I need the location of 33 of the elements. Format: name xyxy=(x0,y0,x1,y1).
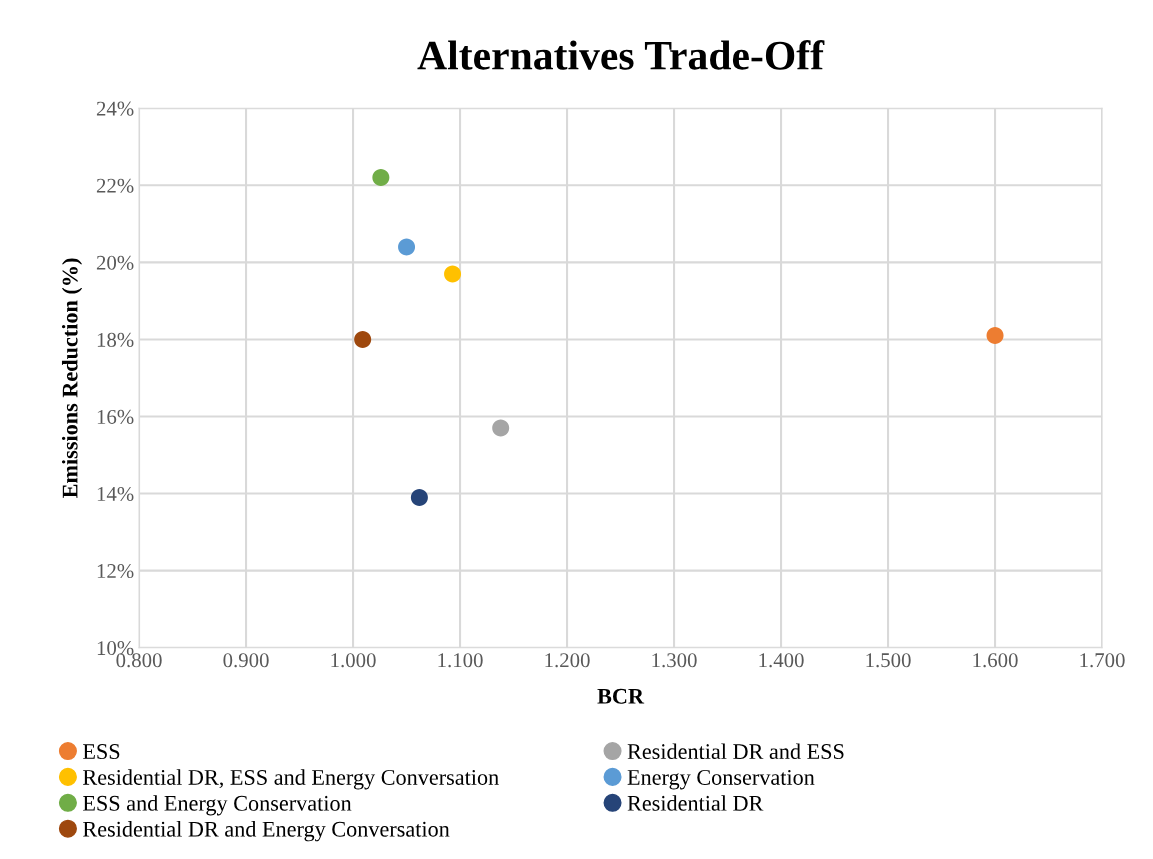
x-tick-label: 1.600 xyxy=(973,653,1018,668)
x-tick-label: 1.300 xyxy=(652,653,697,668)
point xyxy=(354,330,372,348)
legend-label: Residential DR, ESS and Energy Conversation xyxy=(83,769,499,790)
x-tick-label: 1.400 xyxy=(759,653,804,668)
x-tick-label: 0.900 xyxy=(223,653,269,668)
y-axis-title: Emissions Reduction (%) xyxy=(61,258,83,498)
x-tick-label: 1.200 xyxy=(545,653,590,668)
y-tick-label: 16% xyxy=(97,409,134,424)
x-axis-title: BCR xyxy=(597,688,645,704)
point xyxy=(410,488,428,506)
legend-label: ESS and Energy Conservation xyxy=(83,795,352,816)
y-tick-label: 12% xyxy=(97,564,134,579)
y-tick-label: 24% xyxy=(96,101,134,116)
point xyxy=(492,419,510,437)
point xyxy=(398,238,416,256)
legend-label: Residential DR and ESS xyxy=(627,743,844,760)
y-tick-label: 18% xyxy=(97,332,134,347)
y-tick-label: 20% xyxy=(96,255,134,270)
x-tick-label: 1.500 xyxy=(866,653,911,668)
x-tick-label: 1.100 xyxy=(438,653,483,668)
x-tick-label: 1.000 xyxy=(331,653,376,668)
legend-label: Energy Conservation xyxy=(627,769,815,790)
chart-title: Alternatives Trade-Off xyxy=(417,40,825,70)
legend-label: Residential DR and Energy Conversation xyxy=(83,821,450,842)
x-tick-label: 1.700 xyxy=(1080,653,1125,668)
legend-label: Residential DR xyxy=(627,795,764,811)
y-tick-label: 22% xyxy=(96,178,134,193)
point xyxy=(372,169,390,187)
y-tick-label: 14% xyxy=(97,486,134,502)
point xyxy=(444,265,462,283)
point xyxy=(986,327,1004,345)
legend-label: ESS xyxy=(83,744,120,760)
